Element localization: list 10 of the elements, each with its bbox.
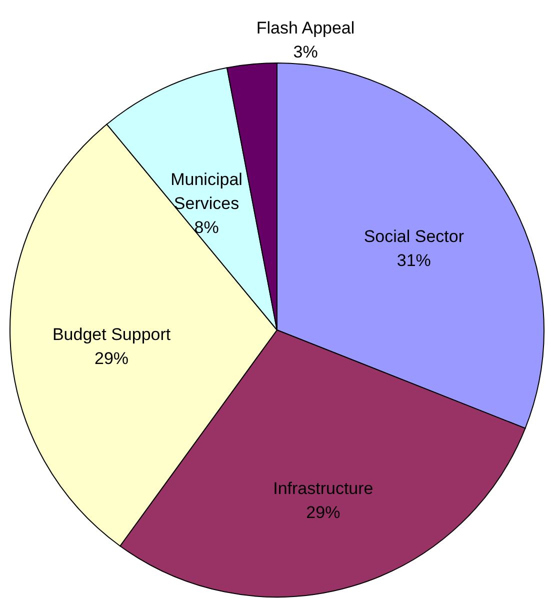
slice-label: Infrastructure xyxy=(273,478,374,498)
slice-label: Social Sector xyxy=(364,226,464,246)
data-label: 29% xyxy=(94,349,129,368)
data-label: 3% xyxy=(293,42,318,62)
data-label: 31% xyxy=(396,250,431,270)
slice-label: Flash Appeal xyxy=(256,18,355,38)
data-label: 29% xyxy=(306,502,340,522)
slice-label: Municipal Services xyxy=(170,170,242,214)
slice-label: Budget Support xyxy=(52,325,171,344)
data-label: 8% xyxy=(194,218,219,238)
